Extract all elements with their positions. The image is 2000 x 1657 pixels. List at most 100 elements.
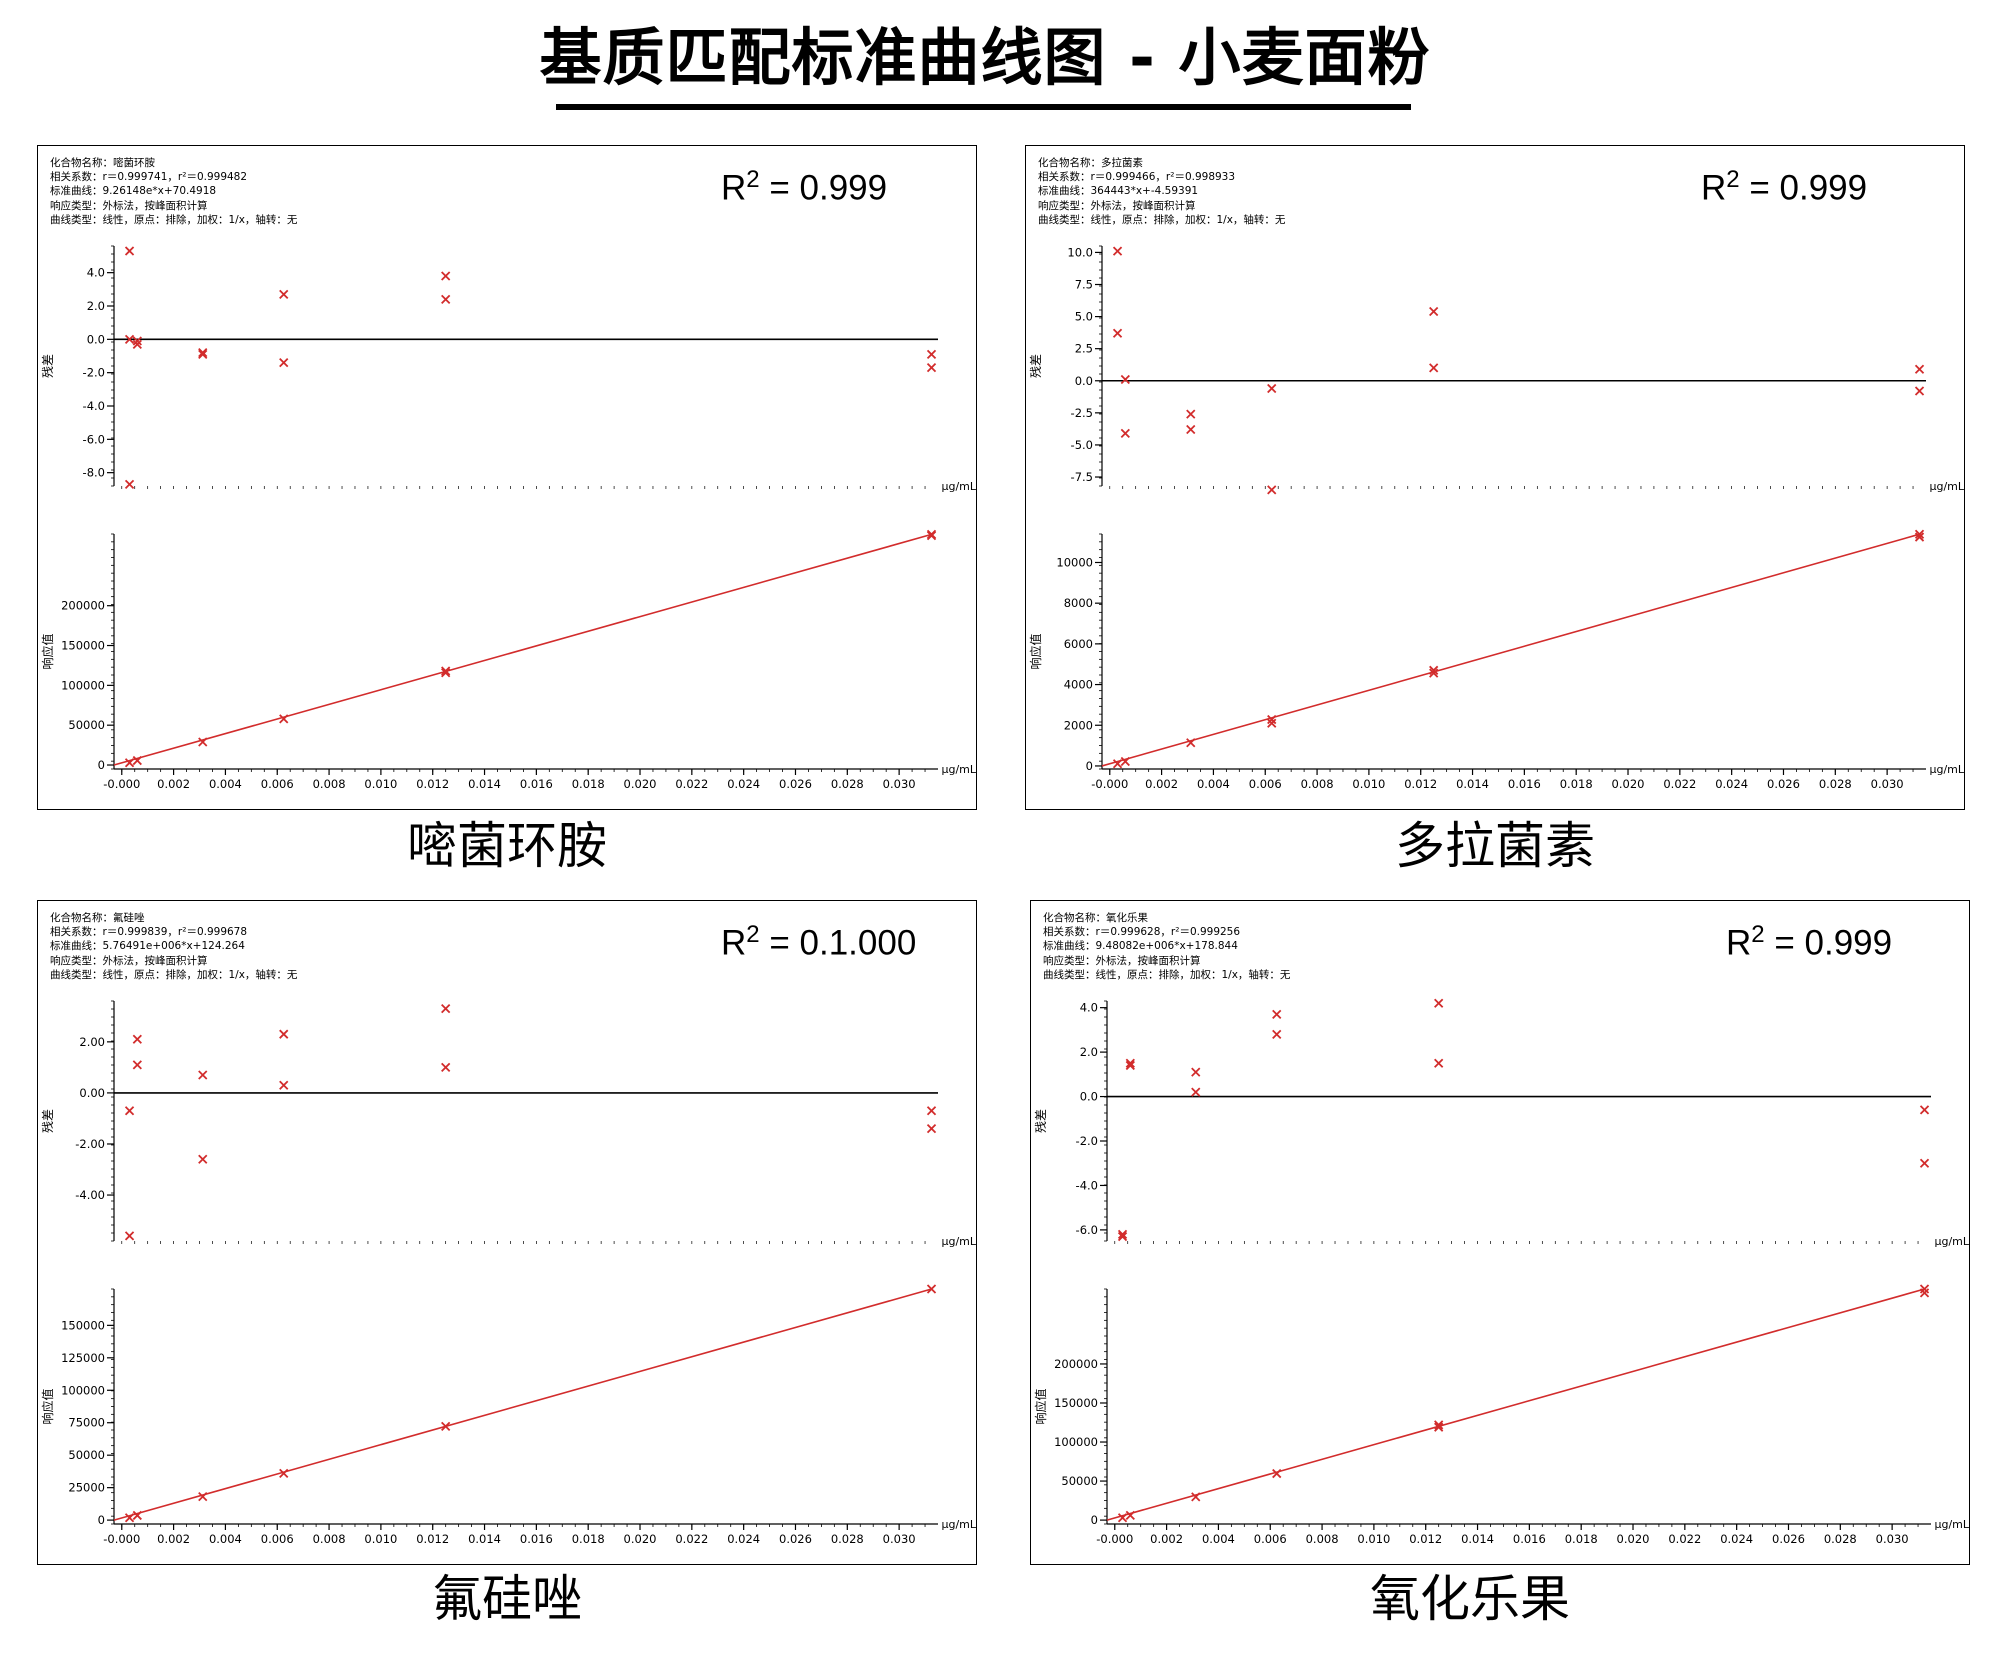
data-point-stroke bbox=[441, 668, 451, 678]
x-tick-label: 0.008 bbox=[1306, 1532, 1339, 1546]
data-point-stroke bbox=[1112, 759, 1123, 769]
x-tick-label: 0.014 bbox=[468, 1532, 501, 1546]
data-point-stroke bbox=[441, 271, 451, 281]
data-point-stroke bbox=[441, 1062, 451, 1073]
x-tick-label: 0.026 bbox=[779, 1532, 812, 1546]
y-tick-label: 50000 bbox=[68, 718, 105, 732]
data-point bbox=[1125, 1510, 1135, 1521]
x-tick-label: 0.004 bbox=[1197, 777, 1230, 791]
data-point-stroke bbox=[1914, 532, 1925, 542]
x-tick-label: 0.012 bbox=[416, 777, 449, 791]
data-point-stroke bbox=[1117, 1513, 1128, 1523]
data-point bbox=[926, 1124, 937, 1134]
y-tick-label: 0 bbox=[1086, 759, 1093, 773]
data-point bbox=[1267, 714, 1277, 725]
data-point-stroke bbox=[1272, 1468, 1282, 1479]
data-point bbox=[1125, 1060, 1135, 1071]
data-point-stroke bbox=[1191, 1492, 1201, 1502]
x-tick-label: 0.012 bbox=[416, 1532, 449, 1546]
r2-symbol: R bbox=[721, 168, 747, 208]
data-point bbox=[124, 1106, 135, 1116]
x-tick-label: 0.014 bbox=[1456, 777, 1489, 791]
y-tick-label: 0 bbox=[98, 758, 105, 772]
data-point-stroke bbox=[1186, 409, 1196, 419]
data-point bbox=[279, 289, 289, 299]
y-tick-label: 150000 bbox=[61, 1318, 105, 1332]
regression-line bbox=[1101, 533, 1920, 767]
x-unit-label: μg/mL bbox=[941, 763, 976, 776]
r2-exponent: 2 bbox=[746, 166, 760, 193]
compound-info: 化合物名称：多拉菌素 相关系数：r＝0.999466，r²＝0.998933 标… bbox=[1038, 156, 1285, 227]
y-axis-label: 残差 bbox=[41, 354, 55, 378]
data-point-stroke bbox=[1429, 665, 1439, 675]
data-point bbox=[1267, 383, 1277, 394]
data-point-stroke bbox=[124, 758, 135, 768]
y-tick-label: -6.0 bbox=[1076, 1223, 1098, 1237]
y-tick-label: 0.0 bbox=[1080, 1090, 1098, 1104]
y-tick-label: 7.5 bbox=[1075, 278, 1093, 292]
data-point bbox=[124, 1513, 135, 1523]
data-point-stroke bbox=[1186, 424, 1196, 435]
info-line-curve: 标准曲线：364443*x+-4.59391 bbox=[1038, 185, 1199, 198]
data-point-stroke bbox=[926, 1284, 937, 1294]
data-point-stroke bbox=[1125, 1058, 1135, 1068]
data-point bbox=[1914, 364, 1925, 374]
y-tick-label: 25000 bbox=[68, 1481, 105, 1495]
data-point-stroke bbox=[926, 349, 937, 359]
info-line-correlation: 相关系数：r＝0.999466，r²＝0.998933 bbox=[1038, 171, 1236, 184]
data-point bbox=[926, 363, 937, 373]
data-point-stroke bbox=[1914, 364, 1925, 374]
y-tick-label: 2000 bbox=[1064, 718, 1093, 732]
data-point bbox=[198, 1491, 208, 1502]
info-line-name: 化合物名称：嘧菌环胺 bbox=[50, 157, 155, 169]
data-point-stroke bbox=[279, 1468, 289, 1479]
regression-line bbox=[113, 1288, 932, 1521]
data-point-stroke bbox=[441, 294, 451, 304]
calibration-plot: 0 2000 4000 6000 8000 10000 响应值 -0.000 0.002 0.00… bbox=[1028, 529, 1965, 791]
x-tick-label: 0.016 bbox=[520, 1532, 553, 1546]
x-tick-label: 0.022 bbox=[675, 777, 708, 791]
x-tick-label: 0.004 bbox=[209, 777, 242, 791]
y-axis-label: 残差 bbox=[1029, 354, 1043, 378]
y-tick-label: -4.0 bbox=[83, 399, 105, 413]
chart-canvas: 2.00 0.00 -2.00 -4.00 残差 μg/mL 0 25000 50000 7500… bbox=[40, 1000, 977, 1546]
data-point-stroke bbox=[124, 1231, 135, 1241]
data-point bbox=[1112, 759, 1123, 769]
data-point bbox=[1267, 485, 1277, 495]
y-tick-label: 0.0 bbox=[1075, 374, 1093, 388]
data-point-stroke bbox=[926, 530, 937, 541]
data-point bbox=[1434, 1058, 1444, 1068]
data-point-stroke bbox=[1919, 1105, 1930, 1115]
y-tick-label: -2.0 bbox=[83, 366, 105, 380]
x-tick-label: 0.010 bbox=[364, 1532, 397, 1546]
data-point-stroke bbox=[1434, 1058, 1444, 1068]
r2-exponent: 2 bbox=[1751, 921, 1765, 948]
info-line-curve-type: 曲线类型：线性，原点：排除，加权：1/x，轴转：无 bbox=[1043, 968, 1291, 981]
calibration-plot: 0 50000 100000 150000 200000 响应值 -0.000 0.002 0.… bbox=[1033, 1284, 1970, 1546]
data-point-stroke bbox=[124, 246, 135, 256]
data-point-stroke bbox=[132, 1060, 142, 1070]
data-point-stroke bbox=[1267, 714, 1277, 725]
calibration-plot: 0 50000 100000 150000 200000 响应值 -0.000 0.002 0.… bbox=[40, 529, 977, 791]
info-line-correlation: 相关系数：r＝0.999839，r²＝0.999678 bbox=[50, 926, 248, 939]
x-unit-label: μg/mL bbox=[1934, 1518, 1969, 1531]
data-point-stroke bbox=[124, 1513, 135, 1523]
x-tick-label: 0.028 bbox=[831, 1532, 864, 1546]
data-point bbox=[441, 1421, 451, 1432]
info-line-curve: 标准曲线：9.48082e+006*x+178.844 bbox=[1043, 940, 1238, 953]
data-point bbox=[279, 1468, 289, 1479]
data-point bbox=[926, 349, 937, 359]
info-line-correlation: 相关系数：r＝0.999741，r²＝0.999482 bbox=[50, 171, 248, 184]
data-point bbox=[441, 271, 451, 281]
y-tick-label: 2.0 bbox=[87, 299, 105, 313]
data-point-stroke bbox=[441, 1421, 451, 1432]
r2-value: = 0.999 bbox=[759, 168, 888, 208]
data-point bbox=[1272, 1468, 1282, 1479]
data-point bbox=[1186, 409, 1196, 419]
chart-panel-doramectin: 化合物名称：多拉菌素 相关系数：r＝0.999466，r²＝0.998933 标… bbox=[1025, 145, 1965, 810]
x-tick-label: 0.006 bbox=[1249, 777, 1282, 791]
y-tick-label: 150000 bbox=[1054, 1396, 1098, 1410]
r2-exponent: 2 bbox=[1726, 166, 1740, 193]
x-tick-label: 0.024 bbox=[727, 777, 760, 791]
data-point bbox=[198, 349, 208, 359]
